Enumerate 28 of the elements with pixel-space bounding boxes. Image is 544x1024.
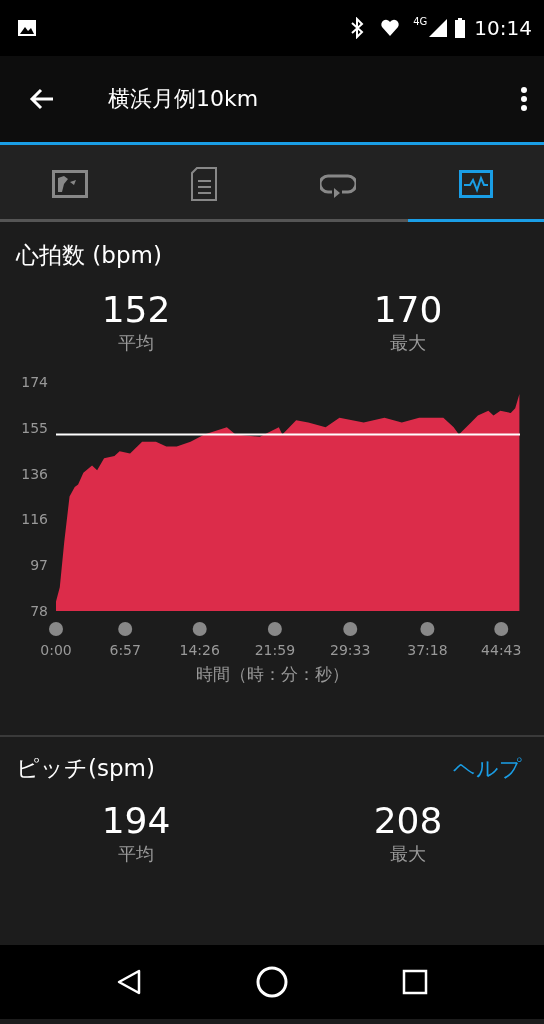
text: 4G (413, 16, 428, 27)
x-tick-label: 0:00 (40, 642, 72, 658)
text: 最大 (389, 331, 427, 355)
text: 横浜月例10km (108, 85, 260, 113)
x-tick-label: 37:18 (407, 642, 448, 658)
text: 170 (372, 289, 444, 331)
y-tick-label: 155 (21, 419, 48, 436)
y-tick-label: 174 (21, 373, 49, 390)
text: 10:14 (474, 16, 532, 40)
y-tick-label: 136 (21, 465, 49, 482)
y-tick-label: 97 (30, 557, 48, 574)
x-axis-title: 時間（時：分：秒） (194, 663, 350, 686)
text: ピッチ(spm) (16, 754, 156, 783)
x-tick-label: 21:59 (254, 642, 296, 658)
text: 平均 (117, 842, 155, 866)
y-tick-label: 78 (30, 602, 48, 619)
text: ヘルプ (453, 754, 522, 783)
x-tick-label: 14:26 (179, 642, 220, 658)
text: 194 (100, 800, 172, 842)
chart-title: 心拍数 (bpm) (15, 241, 163, 270)
text: 208 (372, 800, 444, 842)
x-tick-label: 6:57 (109, 642, 141, 658)
y-tick-label: 116 (21, 511, 49, 528)
text: 平均 (117, 331, 155, 355)
text: 最大 (389, 842, 427, 866)
x-tick-label: 29:33 (330, 642, 371, 658)
text: 152 (100, 289, 172, 331)
x-tick-label: 44:43 (481, 642, 522, 658)
